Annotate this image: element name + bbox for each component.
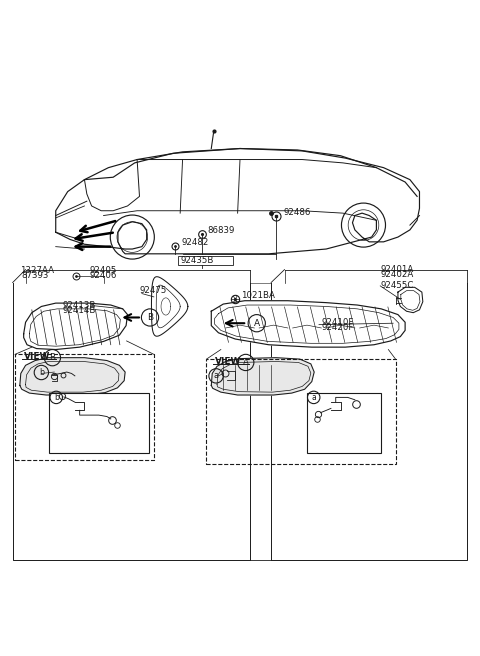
Text: a: a	[214, 371, 218, 380]
Polygon shape	[24, 303, 128, 350]
Text: 92482: 92482	[181, 238, 209, 247]
Text: 92455C: 92455C	[380, 281, 414, 291]
Text: 1021BA: 1021BA	[241, 291, 275, 300]
Text: 18643G: 18643G	[63, 429, 96, 438]
Text: A: A	[254, 319, 260, 328]
Text: 92475: 92475	[140, 286, 167, 295]
Text: 86839: 86839	[207, 226, 235, 235]
Polygon shape	[211, 358, 314, 395]
Text: VIEW: VIEW	[215, 357, 241, 366]
Text: 92406: 92406	[89, 272, 117, 280]
Text: 92410F: 92410F	[322, 318, 354, 327]
Bar	[307, 393, 381, 453]
Text: 92414B: 92414B	[63, 306, 96, 316]
Text: 18642G: 18642G	[314, 429, 347, 438]
Polygon shape	[20, 358, 125, 395]
Text: 1327AA: 1327AA	[20, 266, 54, 275]
Text: 92419B: 92419B	[87, 393, 119, 402]
Bar	[178, 256, 233, 265]
Text: 92401A: 92401A	[380, 265, 413, 274]
Text: a: a	[312, 393, 316, 402]
Text: 92413B: 92413B	[63, 301, 96, 310]
Bar	[206, 359, 396, 464]
Text: 92486: 92486	[283, 208, 311, 216]
Text: 92402A: 92402A	[380, 270, 413, 279]
Polygon shape	[211, 300, 405, 347]
Text: 92420F: 92420F	[322, 323, 354, 332]
Text: VIEW: VIEW	[24, 352, 50, 361]
Text: b: b	[54, 393, 59, 402]
Text: B: B	[49, 353, 55, 362]
Text: A: A	[243, 358, 249, 367]
Text: 87393: 87393	[22, 272, 49, 280]
Text: 92435B: 92435B	[180, 256, 214, 264]
Text: 92451K: 92451K	[343, 393, 375, 402]
Text: 92405: 92405	[89, 266, 117, 275]
Text: b: b	[39, 368, 44, 377]
Bar	[48, 393, 149, 453]
Bar	[15, 354, 154, 460]
Text: B: B	[147, 313, 153, 322]
